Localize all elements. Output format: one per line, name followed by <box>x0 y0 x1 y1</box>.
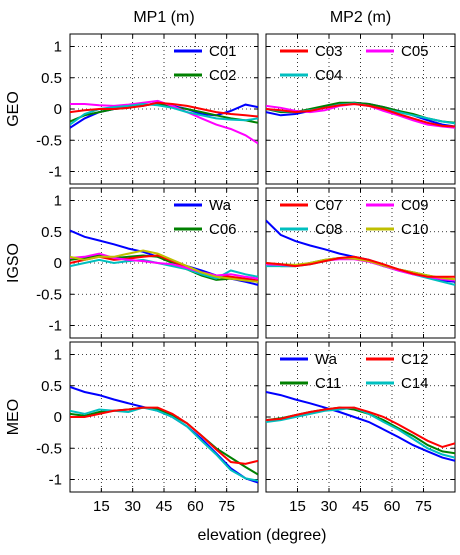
y-tick-label: 0.5 <box>41 378 62 395</box>
legend-label-c07: C07 <box>315 197 343 214</box>
legend-label-c09: C09 <box>401 197 429 214</box>
series-line-c03 <box>266 102 455 128</box>
y-tick-label: -1 <box>49 318 62 335</box>
x-tick-label: 15 <box>289 498 306 515</box>
x-tick-label: 15 <box>93 498 110 515</box>
legend-label-wa: Wa <box>209 197 232 214</box>
series-line-c09 <box>70 252 258 280</box>
legend-label-c02: C02 <box>209 67 237 84</box>
series-line-c07 <box>266 255 455 278</box>
series-line-c10 <box>70 249 258 283</box>
series-line-c10 <box>266 256 455 281</box>
y-tick-label: 0 <box>54 101 62 118</box>
series-line-c03 <box>70 101 258 118</box>
x-tick-label: 30 <box>124 498 141 515</box>
y-tick-label: 0 <box>54 409 62 426</box>
x-tick-label: 45 <box>156 498 173 515</box>
y-tick-label: 0 <box>54 255 62 272</box>
x-axis-label: elevation (degree) <box>198 527 327 544</box>
legend-label-c01: C01 <box>209 43 237 60</box>
legend-label-c11: C11 <box>315 375 341 392</box>
legend-label-c04: C04 <box>315 67 343 84</box>
legend-label-c08: C08 <box>315 221 343 238</box>
column-title: MP1 (m) <box>133 9 194 26</box>
y-tick-label: -0.5 <box>36 132 62 149</box>
series-line-c12 <box>70 406 258 465</box>
legend-label-c12: C12 <box>401 351 429 368</box>
y-tick-label: 1 <box>54 39 62 56</box>
legend-label-c05: C05 <box>401 43 429 60</box>
x-tick-label: 75 <box>218 498 235 515</box>
row-label: MEO <box>5 399 22 435</box>
y-tick-label: 1 <box>54 193 62 210</box>
y-tick-label: -1 <box>49 164 62 181</box>
legend-label-wa: Wa <box>315 351 338 368</box>
x-tick-label: 60 <box>384 498 401 515</box>
y-tick-label: 1 <box>54 347 62 364</box>
legend-label-c06: C06 <box>209 221 237 238</box>
y-tick-label: -0.5 <box>36 286 62 303</box>
x-tick-label: 75 <box>415 498 432 515</box>
x-tick-label: 60 <box>187 498 204 515</box>
legend-label-c03: C03 <box>315 43 343 60</box>
series-line-c12 <box>266 406 455 449</box>
y-tick-label: 0.5 <box>41 70 62 87</box>
y-tick-label: -1 <box>49 472 62 489</box>
column-title: MP2 (m) <box>330 9 391 26</box>
x-tick-label: 30 <box>321 498 338 515</box>
row-label: GEO <box>5 91 22 127</box>
y-tick-label: 0.5 <box>41 224 62 241</box>
series-line-c14 <box>70 406 258 482</box>
legend-label-c10: C10 <box>401 221 429 238</box>
y-tick-label: -0.5 <box>36 440 62 457</box>
x-tick-label: 45 <box>352 498 369 515</box>
series-line-c11 <box>70 406 258 476</box>
row-label: IGSO <box>5 243 22 283</box>
series-line-wa <box>266 391 455 462</box>
legend-label-c14: C14 <box>401 375 429 392</box>
